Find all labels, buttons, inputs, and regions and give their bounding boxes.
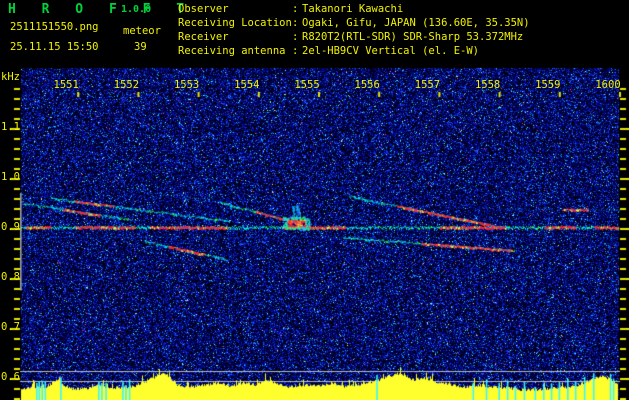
x-axis-label: 1555: [294, 79, 320, 91]
app-version: 1.0.0: [121, 4, 152, 15]
y-axis-label: 1.1: [1, 121, 20, 133]
x-axis-label: 1557: [414, 79, 441, 91]
x-axis-label: 1600: [595, 79, 621, 91]
app-title: H R O F F T: [8, 2, 194, 17]
mode-label: meteor: [123, 25, 161, 37]
info-row-observer: Observer: Takanori Kawachi: [178, 3, 403, 15]
info-separator: :: [292, 3, 299, 15]
x-axis-label: 1551: [53, 79, 79, 91]
output-filename: 2511151550.png: [10, 21, 99, 33]
y-axis-label: 0.6: [1, 371, 20, 383]
info-row-receiver: Receiver: R820T2(RTL-SDR) SDR-Sharp 53.37…: [178, 31, 523, 43]
info-value: Takanori Kawachi: [302, 3, 404, 15]
x-axis-label: 1554: [234, 79, 260, 91]
x-axis-label: 1556: [354, 79, 380, 91]
x-axis-label: 1558: [474, 79, 501, 91]
y-axis-label: 1.0: [1, 171, 20, 183]
info-label: Receiving Location: [178, 17, 292, 29]
y-axis-unit-label: kHz: [1, 71, 20, 83]
info-value: 2el-HB9CV Vertical (el. E-W): [302, 45, 480, 57]
info-row-antenna: Receiving antenna:2el-HB9CV Vertical (el…: [178, 45, 479, 57]
info-label: Receiver: [178, 31, 229, 43]
info-label: Observer: [178, 3, 229, 15]
info-value: R820T2(RTL-SDR) SDR-Sharp 53.372MHz: [302, 31, 524, 43]
x-axis-label: 1553: [173, 79, 200, 91]
info-value: Ogaki, Gifu, JAPAN (136.60E, 35.35N): [302, 17, 530, 29]
info-row-location: Receiving Location: Ogaki, Gifu, JAPAN (1…: [178, 17, 530, 29]
y-axis-label: 0.7: [1, 321, 20, 333]
x-axis-label: 1552: [113, 79, 140, 91]
info-separator: :: [292, 17, 299, 29]
echo-count: 39: [134, 41, 147, 53]
x-axis-label: 1559: [535, 79, 561, 91]
info-label: Receiving antenna: [178, 45, 286, 57]
info-separator: :: [292, 31, 299, 43]
datetime-label: 25.11.15 15:50: [10, 41, 99, 53]
info-separator: :: [292, 45, 299, 57]
y-axis-label: 0.9: [1, 221, 20, 233]
y-axis-label: 0.8: [1, 271, 20, 283]
